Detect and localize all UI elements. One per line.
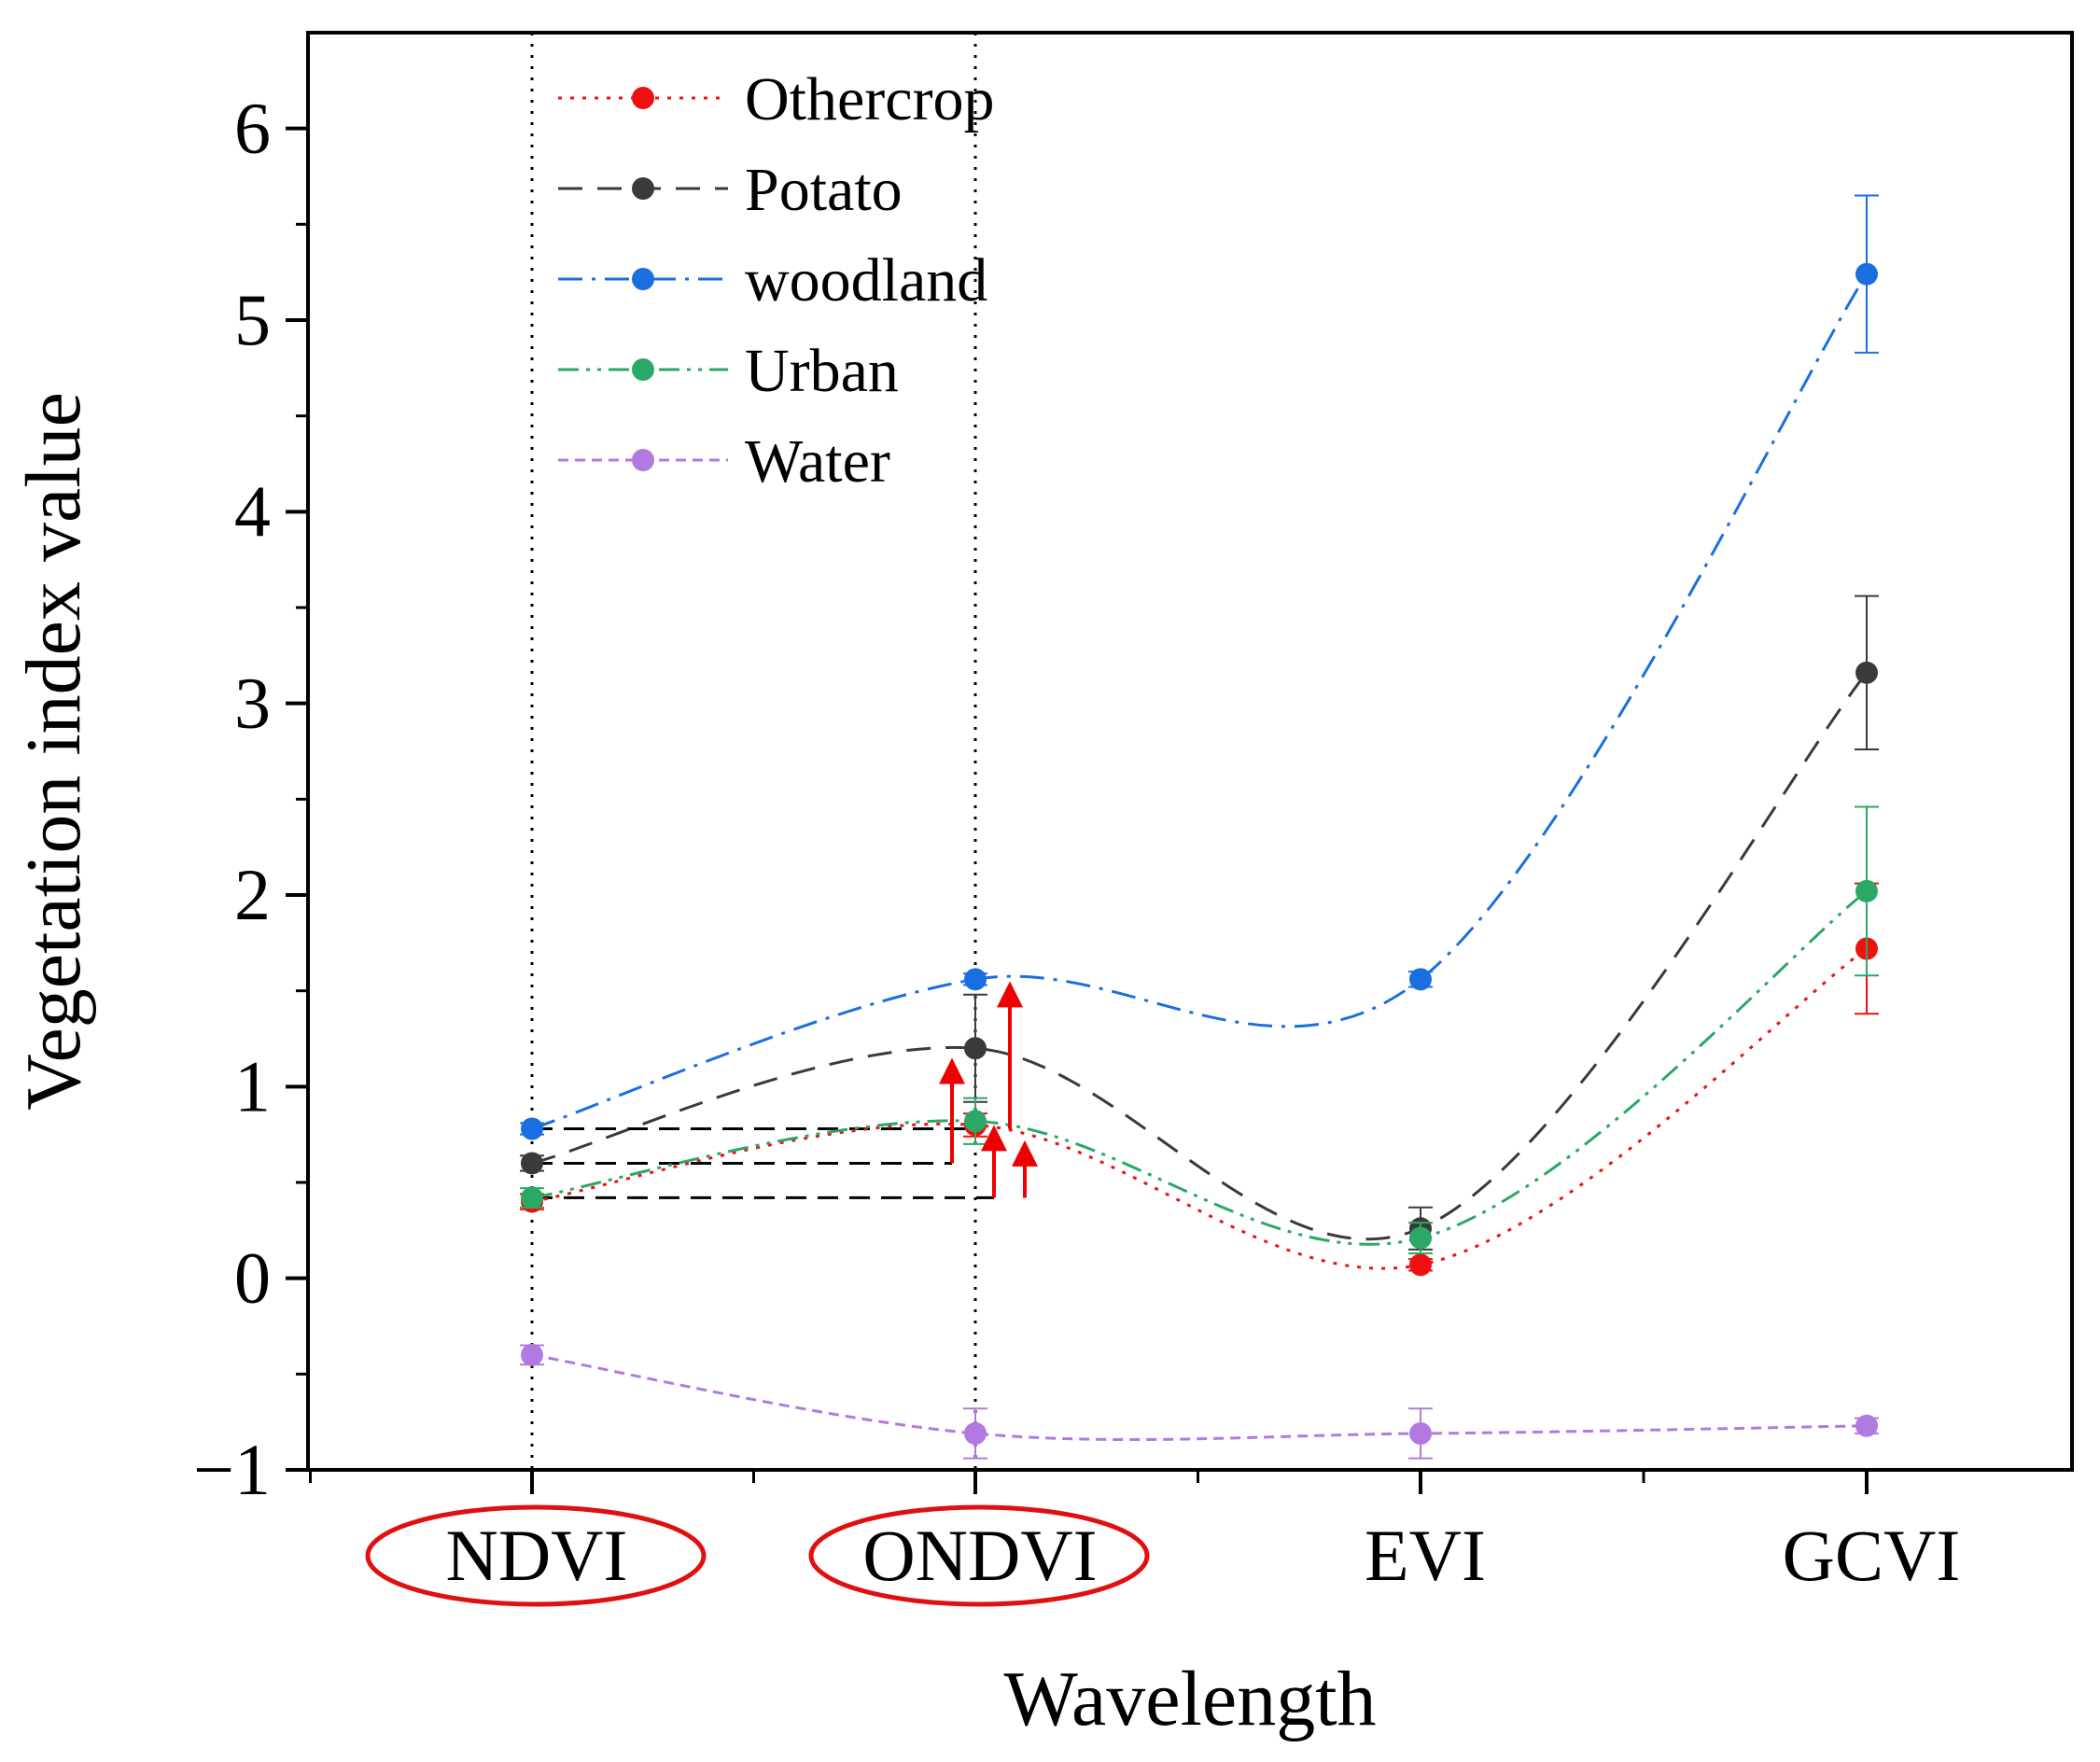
y-tick-label: 2 (234, 854, 271, 935)
legend-label-urban: Urban (745, 337, 899, 405)
data-point-woodland (521, 1117, 543, 1140)
y-tick-label: 4 (234, 470, 271, 552)
x-tick-label-gcvi: GCVI (1783, 1515, 1961, 1596)
reference-layer (530, 33, 994, 1470)
legend-label-woodland: woodland (745, 246, 987, 315)
legend: Othercrop Potato woodland Urban Water (558, 65, 995, 496)
data-point-water (964, 1421, 987, 1445)
legend-marker-woodland (632, 268, 654, 290)
data-point-woodland (1855, 262, 1878, 286)
legend-marker-othercrop (632, 87, 654, 109)
legend-marker-potato (632, 177, 654, 200)
data-point-water (521, 1343, 543, 1366)
labels-layer: Wavelength Vegetation index value (10, 392, 1377, 1742)
data-point-woodland (964, 968, 987, 991)
data-point-water (1855, 1414, 1878, 1437)
y-tick-label: 5 (234, 279, 271, 360)
increase-arrow-head (997, 981, 1023, 1008)
increase-arrow-head (939, 1057, 965, 1084)
data-point-urban (964, 1110, 987, 1133)
highlight-ellipse-ondvi (808, 1504, 1150, 1607)
data-point-potato (964, 1037, 987, 1060)
y-tick-label: 1 (234, 1045, 271, 1126)
series-line-woodland (531, 273, 1869, 1130)
increase-arrow-head (1012, 1140, 1038, 1167)
data-point-potato (521, 1152, 543, 1175)
data-point-othercrop (1409, 1253, 1432, 1277)
data-point-water (1409, 1421, 1432, 1445)
y-tick-label: 6 (234, 88, 271, 169)
y-tick-label: −1 (193, 1429, 271, 1510)
legend-marker-urban (632, 358, 654, 381)
y-axis-title: Vegetation index value (10, 392, 97, 1111)
series-line-water (531, 1353, 1868, 1442)
y-tick-label: 3 (234, 663, 271, 744)
series-line-othercrop (531, 947, 1868, 1270)
x-axis-title: Wavelength (1003, 1656, 1376, 1742)
legend-marker-water (632, 449, 654, 471)
plot-frame (306, 31, 2074, 1472)
legend-label-potato: Potato (745, 156, 903, 224)
series-line-potato (531, 671, 1869, 1241)
data-point-urban (521, 1186, 543, 1210)
x-tick-label-ndvi: NDVI (446, 1515, 628, 1596)
data-point-potato (1855, 661, 1878, 684)
data-point-urban (1409, 1226, 1432, 1250)
series-layer (520, 194, 1879, 1460)
x-tick-label-ondvi: ONDVI (862, 1515, 1097, 1596)
axes-layer: −1 0 1 2 3 4 5 6 NDVI ONDVI EVI GCVI (193, 31, 2074, 1607)
legend-label-othercrop: Othercrop (745, 65, 995, 133)
increase-arrow-head (981, 1125, 1007, 1152)
highlight-ellipse-ndvi (365, 1504, 707, 1607)
series-line-urban (531, 889, 1868, 1246)
data-point-woodland (1409, 968, 1432, 991)
legend-label-water: Water (745, 427, 890, 496)
x-tick-label-evi: EVI (1365, 1515, 1486, 1596)
y-tick-label: 0 (234, 1238, 271, 1319)
data-point-urban (1855, 879, 1878, 902)
